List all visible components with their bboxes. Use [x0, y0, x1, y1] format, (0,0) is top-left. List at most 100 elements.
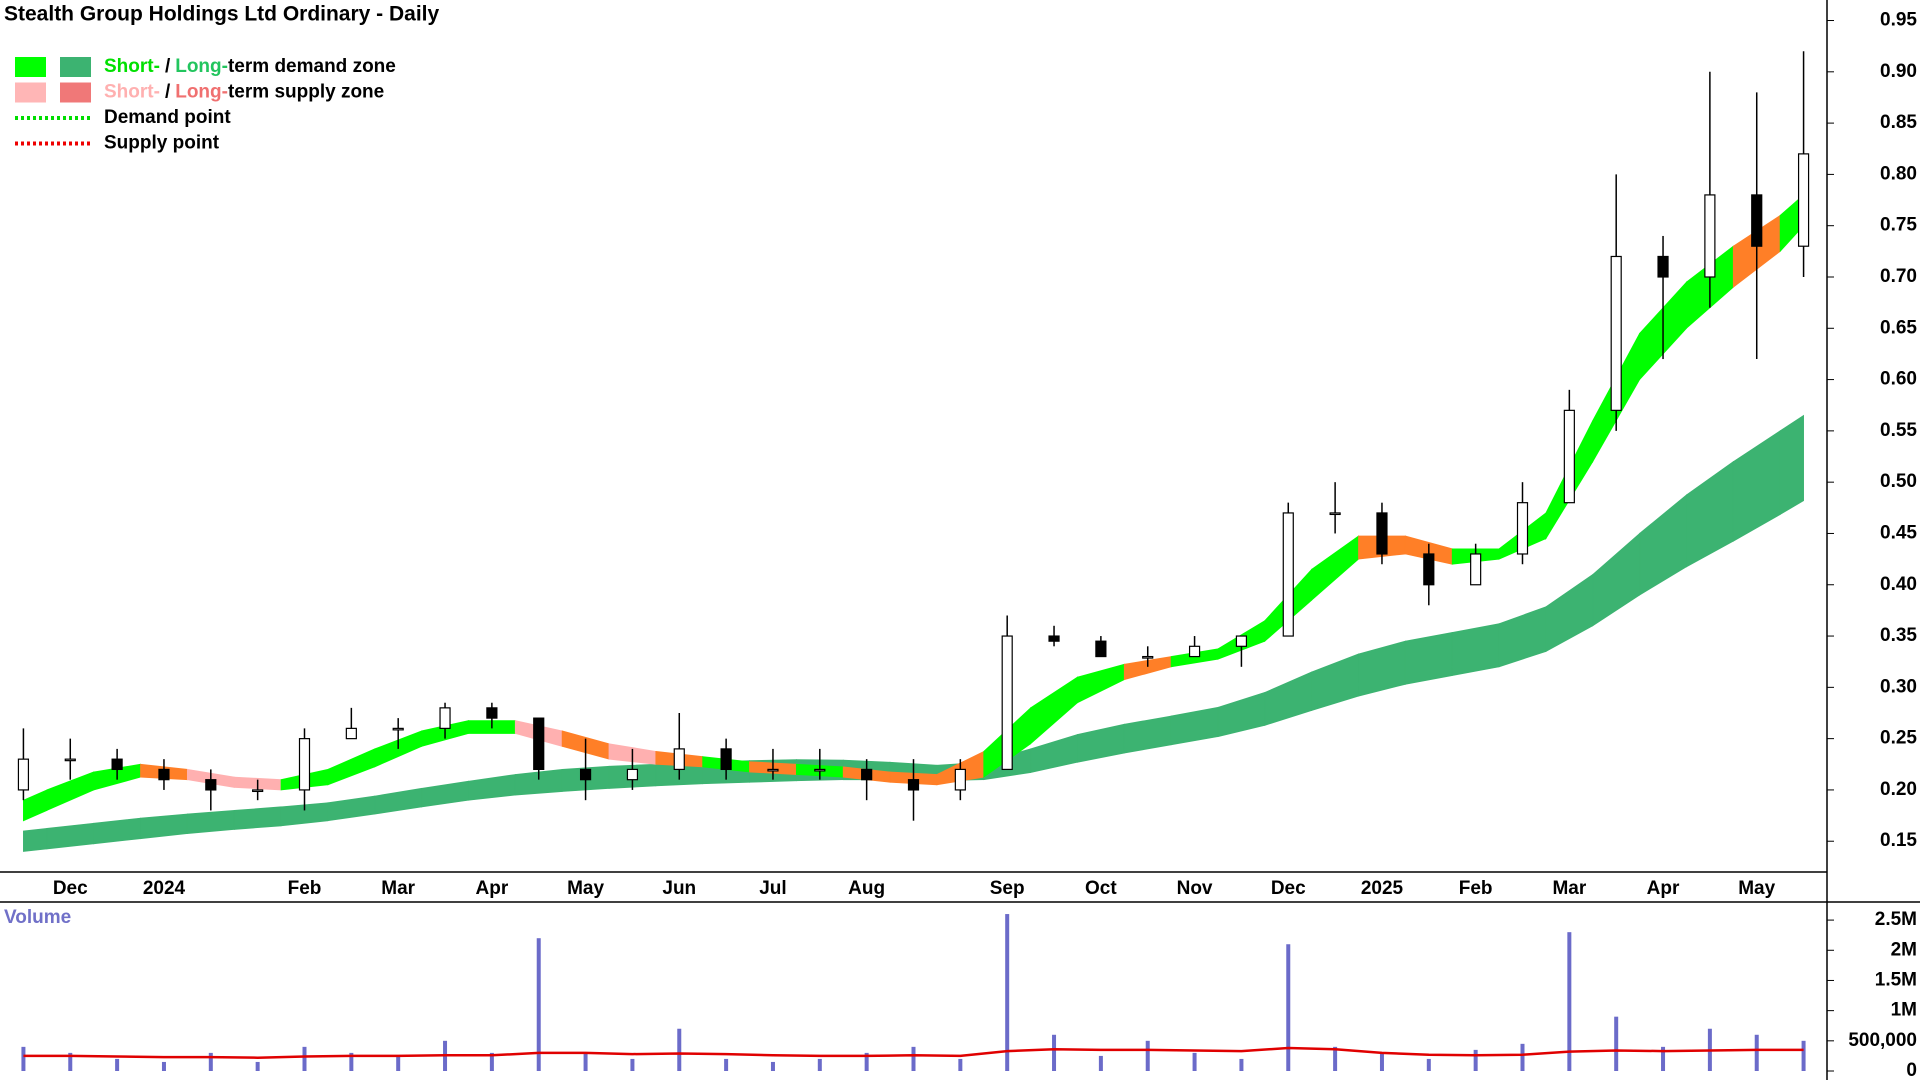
y-tick-label: 2.5M	[1875, 909, 1917, 930]
x-tick-label: May	[1738, 878, 1775, 899]
candle-body	[626, 768, 639, 781]
x-tick-label: Dec	[1271, 878, 1306, 899]
candle-body	[158, 768, 170, 781]
volume-bar	[1567, 932, 1572, 1071]
candle-body	[1657, 255, 1669, 278]
candle-body	[111, 758, 123, 771]
x-tick-label: May	[567, 878, 604, 899]
x-tick-label: Sep	[990, 878, 1025, 899]
volume-bar	[583, 1052, 588, 1071]
candle-body	[298, 738, 311, 791]
volume-bar	[536, 938, 541, 1071]
candle-body	[673, 748, 685, 771]
legend-label: Supply point	[104, 133, 220, 154]
volume-bar	[302, 1046, 307, 1071]
volume-bar	[911, 1046, 916, 1071]
volume-bar	[489, 1052, 494, 1071]
legend-text: term demand zone	[228, 56, 396, 77]
volume-bar	[115, 1058, 120, 1071]
y-tick-label: 0.20	[1880, 779, 1917, 800]
volume-bar	[1005, 914, 1010, 1071]
candle-body	[861, 768, 873, 781]
volume-bar	[1333, 1046, 1338, 1071]
zone-segment	[327, 748, 376, 786]
legend-label: Demand point	[104, 107, 231, 128]
zone-segment	[1451, 623, 1500, 677]
candle-body	[1376, 512, 1388, 555]
y-tick-label: 0.30	[1880, 676, 1917, 697]
zone-segment	[1030, 676, 1078, 745]
candle-body	[1563, 409, 1575, 504]
legend-swatch	[15, 82, 46, 103]
zone-segment	[1732, 430, 1781, 542]
volume-bar	[770, 1061, 775, 1071]
candle-body	[439, 707, 451, 729]
candle-body	[1235, 635, 1248, 647]
zone-segment	[1123, 715, 1172, 754]
zone-segment	[1170, 706, 1219, 746]
volume-bar	[68, 1052, 73, 1071]
volume-bar	[1192, 1052, 1197, 1071]
y-tick-label: 0.70	[1880, 266, 1917, 287]
legend-text: Long-	[175, 82, 228, 103]
volume-bar	[396, 1055, 401, 1071]
zone-segment	[327, 795, 376, 822]
candle-body	[1282, 512, 1294, 637]
volume-bar	[1614, 1016, 1619, 1071]
zone-segment	[23, 827, 48, 852]
zone-segment	[23, 789, 48, 822]
volume-bar	[161, 1061, 166, 1071]
y-tick-label: 0.90	[1880, 61, 1917, 82]
y-tick-label: 0.40	[1880, 574, 1917, 595]
candle-body	[907, 779, 920, 791]
x-tick-label: Feb	[288, 878, 322, 899]
volume-bar	[1801, 1040, 1806, 1071]
zone-segment	[421, 780, 469, 808]
candle-body	[1610, 255, 1622, 411]
candle-body	[1704, 194, 1716, 278]
zone-segment	[233, 806, 282, 830]
y-tick-label: 0.45	[1880, 522, 1917, 543]
legend-swatch	[60, 57, 91, 77]
x-tick-label: Apr	[1647, 878, 1680, 899]
y-tick-label: 1M	[1891, 1000, 1917, 1021]
zone-segment	[1498, 606, 1547, 668]
candle-body	[345, 727, 357, 740]
zone-segment	[1686, 460, 1734, 568]
y-tick-label: 0.75	[1880, 215, 1917, 236]
zone-segment	[1217, 691, 1266, 738]
volume-bar	[1052, 1034, 1057, 1071]
x-tick-label: Jul	[759, 878, 786, 899]
zone-segment	[186, 810, 235, 834]
x-tick-label: Oct	[1085, 878, 1117, 899]
candle-body	[1751, 194, 1763, 247]
y-tick-label: 0.80	[1880, 163, 1917, 184]
legend-text: Short-	[104, 56, 160, 77]
legend-label: Short- / Long-term supply zone	[104, 82, 384, 103]
candle-body	[1423, 553, 1435, 586]
candle-body	[486, 707, 498, 719]
candle-body	[17, 758, 30, 791]
candle-body	[1329, 512, 1341, 516]
legend-text: /	[165, 56, 171, 77]
candle-body	[579, 768, 592, 781]
y-tick-label: 0.50	[1880, 471, 1917, 492]
x-tick-label: 2025	[1361, 878, 1404, 899]
y-tick-label: 0	[1906, 1060, 1917, 1080]
y-tick-label: 0.95	[1880, 10, 1917, 31]
x-tick-label: Aug	[848, 878, 885, 899]
x-tick-label: Dec	[53, 878, 88, 899]
x-tick-label: Mar	[381, 878, 415, 899]
volume-bar	[208, 1052, 213, 1071]
candle-body	[767, 768, 779, 772]
candle-body	[1095, 640, 1107, 658]
y-tick-label: 500,000	[1848, 1030, 1917, 1051]
volume-bar	[1426, 1058, 1431, 1071]
volume-bar	[349, 1052, 354, 1071]
legend-text: Long-	[175, 56, 228, 77]
candle-body	[1797, 153, 1810, 247]
zone-segment	[93, 817, 141, 845]
x-tick-label: Nov	[1177, 878, 1213, 899]
candle-body	[205, 779, 217, 791]
zone-segment	[140, 813, 188, 840]
